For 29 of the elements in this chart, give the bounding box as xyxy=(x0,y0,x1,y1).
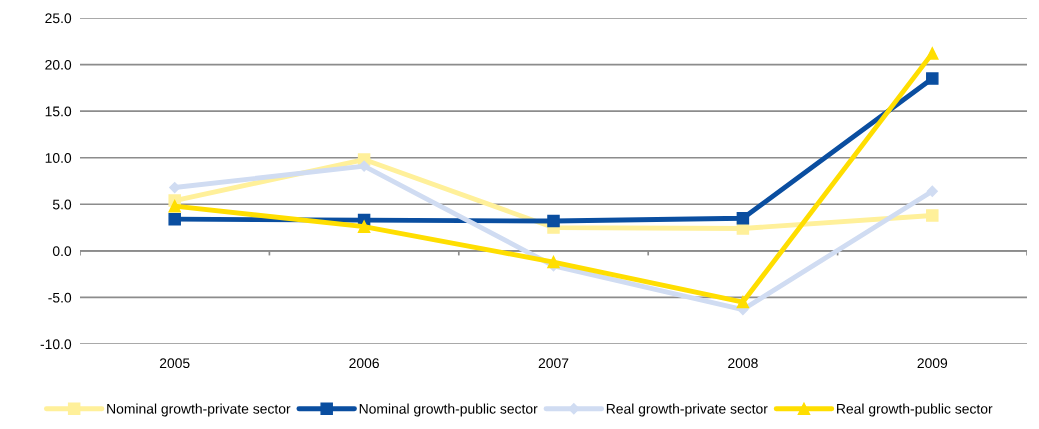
y-tick-label: 20.0 xyxy=(45,59,72,70)
legend-label: Nominal growth-private sector xyxy=(107,403,291,417)
y-tick-label: 15.0 xyxy=(45,106,72,117)
y-tick-label: 25.0 xyxy=(45,13,72,24)
y-tick-label: -10.0 xyxy=(40,339,72,350)
y-tick-label: -5.0 xyxy=(48,292,72,303)
x-tick-label: 2005 xyxy=(159,358,190,369)
y-tick-label: 0.0 xyxy=(52,246,72,257)
point xyxy=(547,255,560,269)
point xyxy=(358,160,370,172)
point xyxy=(168,199,181,213)
point xyxy=(168,212,181,226)
legend-label: Nominal growth-public sector xyxy=(359,403,538,417)
point xyxy=(926,185,938,197)
legend-label: Real growth-public sector xyxy=(837,403,993,417)
x-tick-label: 2007 xyxy=(538,358,569,369)
x-tick-label: 2008 xyxy=(728,358,758,369)
y-tick-label: 5.0 xyxy=(52,199,72,210)
x-tick-label: 2006 xyxy=(349,358,379,369)
point xyxy=(736,295,750,309)
point xyxy=(926,47,939,60)
point xyxy=(926,72,939,85)
point xyxy=(736,212,750,225)
y-tick-label: 10.0 xyxy=(45,153,72,163)
x-tick-label: 2009 xyxy=(917,358,948,369)
point xyxy=(357,220,371,233)
legend-label: Real growth-private sector xyxy=(606,403,768,417)
point xyxy=(926,209,939,222)
point xyxy=(547,214,560,228)
